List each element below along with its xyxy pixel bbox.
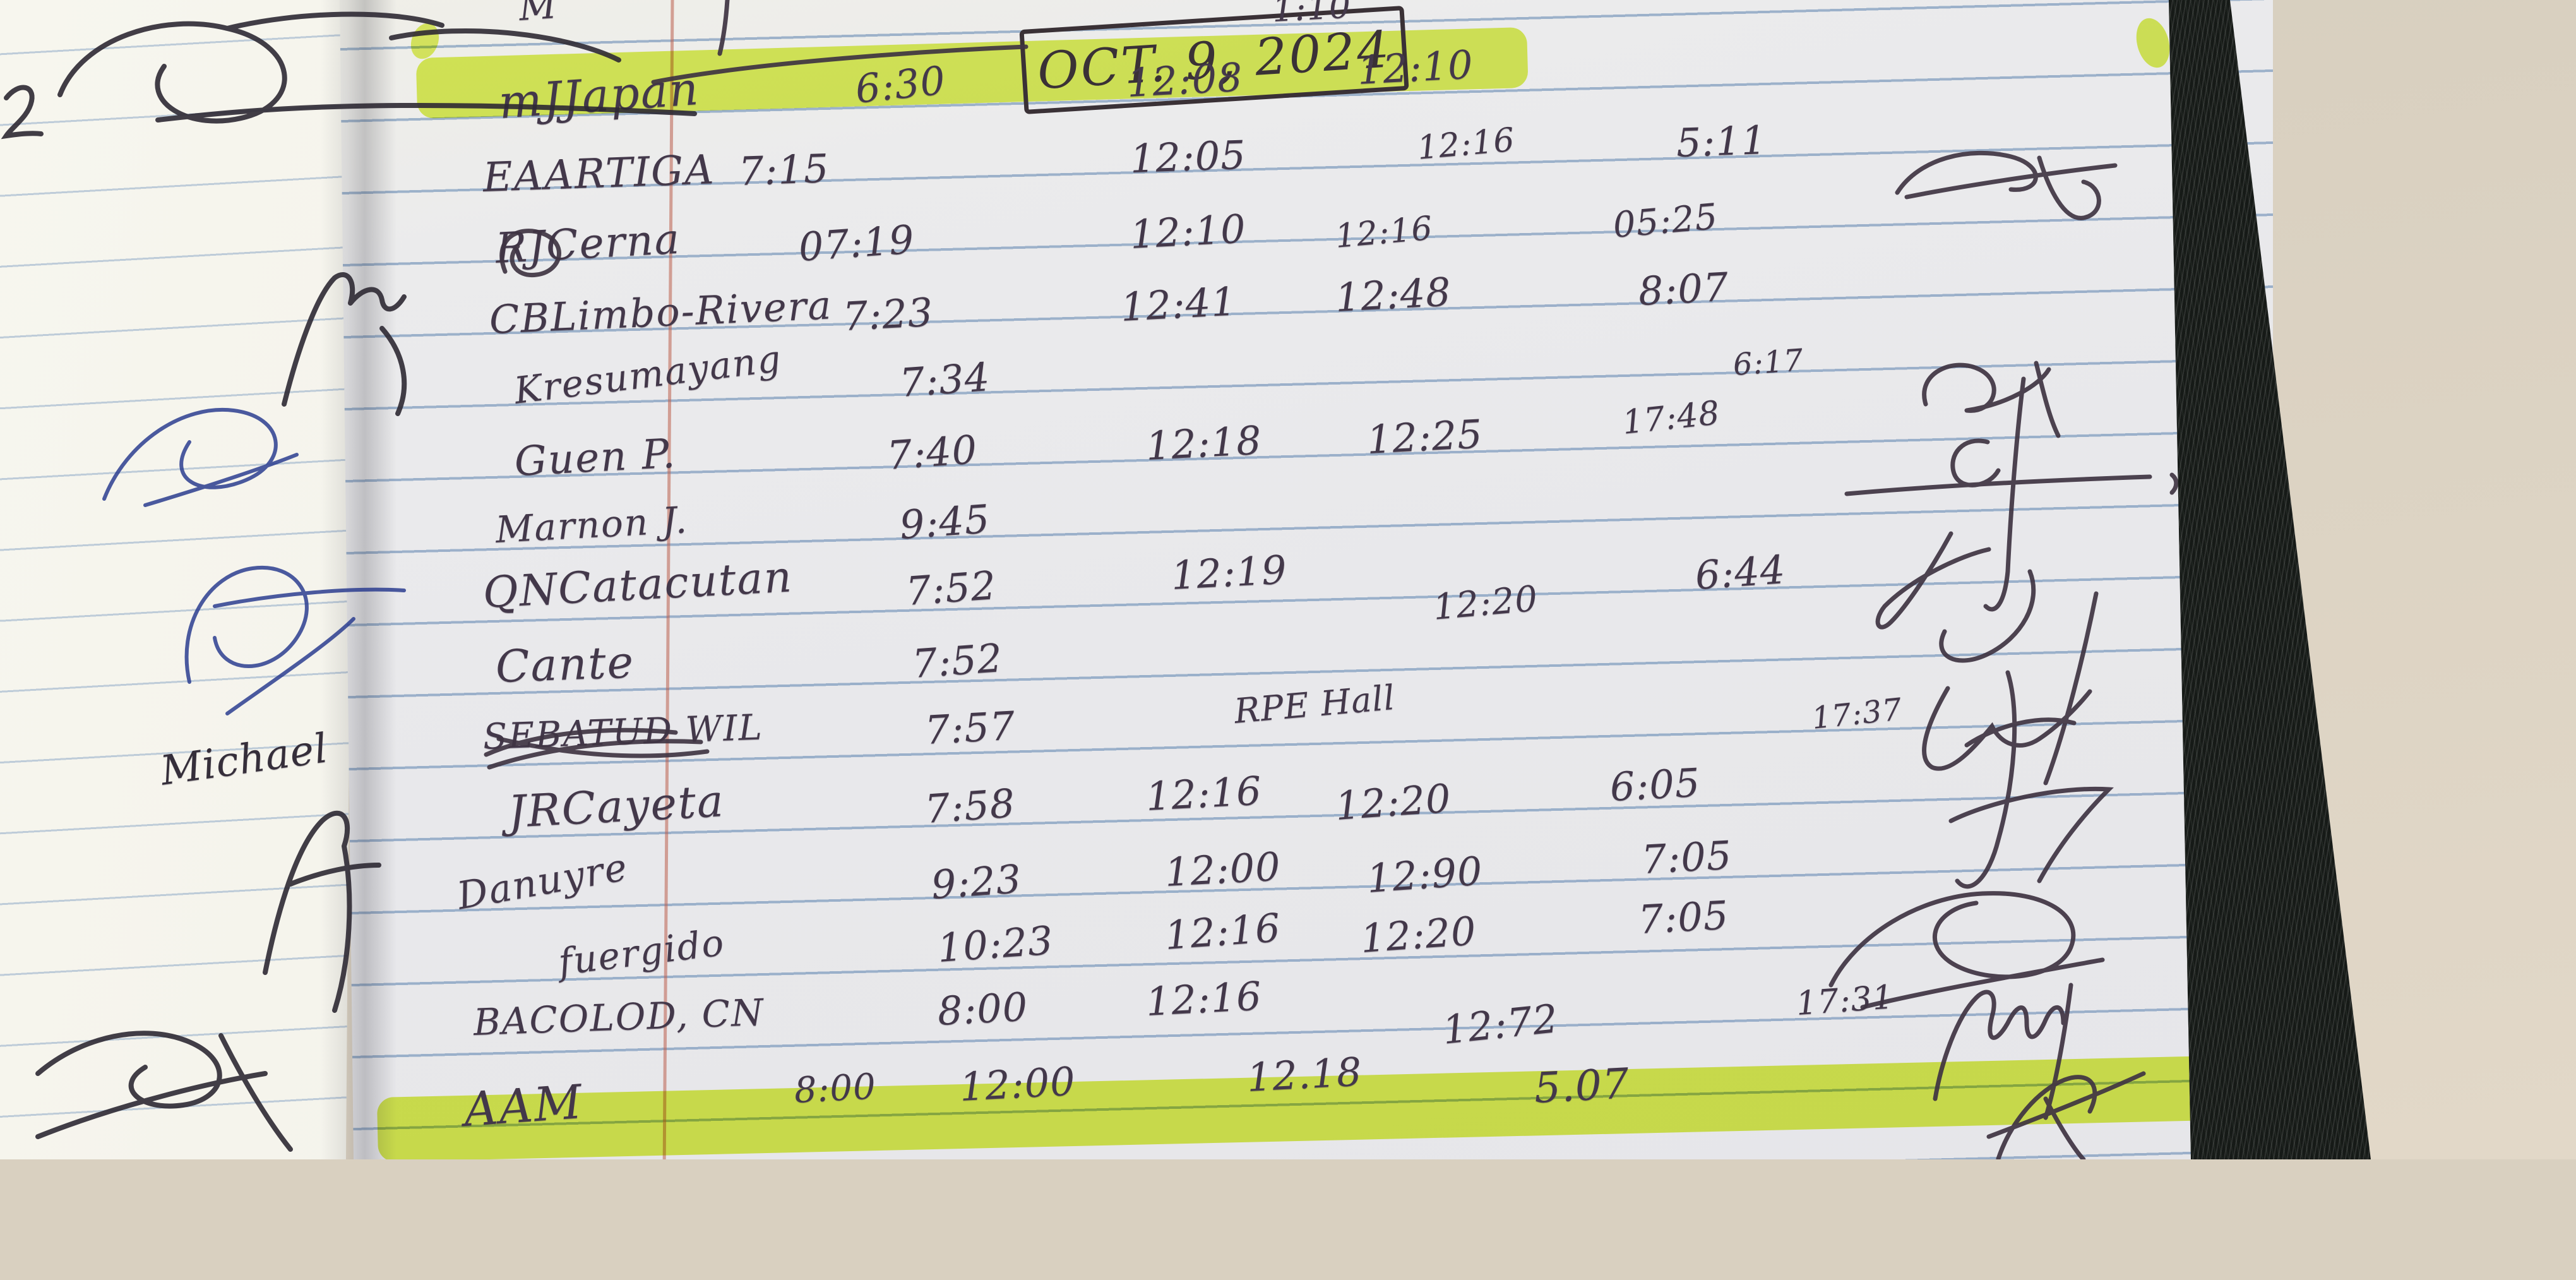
left-page-signature-mor xyxy=(282,272,407,416)
stray-comma-mark xyxy=(2169,472,2179,495)
logbook-photo: OCT. 9, 2024 M 1:10 mJJapan 6:30 12:08 1… xyxy=(0,0,2576,1159)
left-page-blue-scribble-1 xyxy=(102,407,299,507)
signature-row-cayeta xyxy=(1948,670,2114,889)
left-page-blue-scribble-2 xyxy=(184,565,406,715)
top-edge-pen-stroke xyxy=(717,0,730,56)
left-page-signature-top xyxy=(57,11,697,124)
left-page-signature-bottom xyxy=(35,1031,293,1152)
signature-row-eaartiga xyxy=(1895,151,2118,220)
page-gutter-shadow xyxy=(321,0,397,1159)
signature-row-catacutan xyxy=(1922,569,2099,786)
signature-row-marnon xyxy=(1875,531,1991,630)
notebook-page xyxy=(340,0,2273,1159)
signature-row-aam xyxy=(1986,1071,2146,1159)
signature-row-bacolod xyxy=(1933,983,2073,1120)
scribble-initial xyxy=(499,229,561,277)
scratch-over-name xyxy=(484,727,710,770)
left-page-small-mark xyxy=(1,85,44,140)
signature-strike-line xyxy=(1844,474,2152,496)
left-page-signature-fw xyxy=(263,810,381,1013)
signature-row-fuergido xyxy=(1828,891,2105,1010)
signature-row-guen-crossed xyxy=(1950,376,2026,612)
signature-row-kresumayang xyxy=(1922,361,2061,438)
box-tail-stroke xyxy=(651,44,1029,85)
signatures-overlay xyxy=(1,0,2179,1159)
